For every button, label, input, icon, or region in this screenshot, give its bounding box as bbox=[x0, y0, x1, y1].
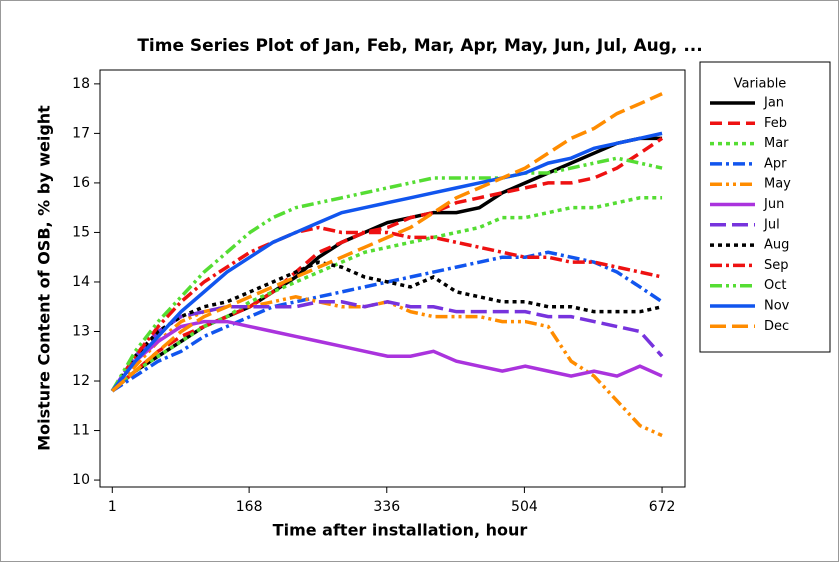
y-axis-label: Moisture Content of OSB, % by weight bbox=[35, 105, 54, 451]
y-tick-label: 18 bbox=[72, 76, 90, 92]
legend-label: Jul bbox=[763, 217, 780, 232]
x-tick-label: 504 bbox=[511, 499, 538, 515]
chart-title: Time Series Plot of Jan, Feb, Mar, Apr, … bbox=[137, 36, 702, 56]
y-tick-label: 17 bbox=[72, 125, 90, 141]
plot-area bbox=[99, 69, 686, 488]
y-tick-label: 13 bbox=[72, 323, 90, 339]
x-axis-label: Time after installation, hour bbox=[273, 521, 528, 540]
x-tick-label: 336 bbox=[373, 499, 400, 515]
x-tick-label: 672 bbox=[649, 499, 676, 515]
legend-label: Mar bbox=[764, 136, 789, 151]
x-tick-label: 1 bbox=[108, 499, 117, 515]
series-line bbox=[110, 225, 663, 392]
series-line bbox=[111, 92, 663, 393]
series-line bbox=[110, 156, 663, 392]
y-tick-label: 16 bbox=[72, 175, 90, 191]
y-tick-label: 15 bbox=[72, 224, 90, 240]
legend-label: May bbox=[764, 177, 791, 192]
legend-label: Feb bbox=[764, 116, 787, 131]
y-tick-label: 14 bbox=[72, 274, 90, 290]
y-tick-label: 12 bbox=[72, 373, 90, 389]
legend-label: Oct bbox=[764, 278, 786, 293]
legend-label: Jun bbox=[763, 197, 784, 212]
y-tick-label: 11 bbox=[72, 423, 90, 439]
legend bbox=[699, 61, 831, 353]
legend-label: Sep bbox=[764, 258, 789, 273]
legend-title: Variable bbox=[734, 77, 787, 92]
y-tick-label: 10 bbox=[72, 472, 90, 488]
series-line bbox=[110, 299, 664, 392]
series-line bbox=[111, 196, 663, 393]
legend-label: Dec bbox=[764, 319, 789, 334]
legend-label: Aug bbox=[764, 238, 789, 253]
series-line bbox=[110, 131, 663, 392]
series-line bbox=[110, 260, 663, 392]
legend-label: Nov bbox=[764, 299, 790, 314]
x-tick-label: 168 bbox=[236, 499, 263, 515]
series-line bbox=[110, 319, 663, 392]
legend-label: Apr bbox=[764, 156, 787, 171]
legend-label: Jan bbox=[763, 96, 784, 111]
